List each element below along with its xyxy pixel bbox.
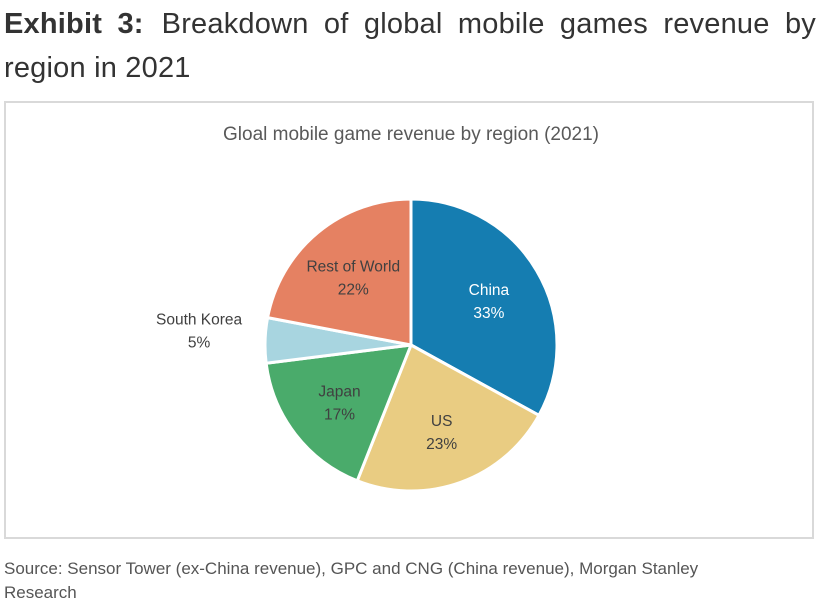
pie-label-china: China 33% (469, 282, 510, 322)
pie-slice-us (355, 343, 541, 493)
pie-labels: China 33% US 23% Japan 17% South Korea 5% Rest o… (156, 258, 510, 453)
source-note: Source: Sensor Tower (ex-China revenue),… (4, 559, 699, 602)
slice-category-label: Rest of World (306, 258, 400, 275)
pie-label-rest-of-world: Rest of World 22% (306, 258, 400, 298)
pie-slice-japan (264, 343, 413, 483)
slice-category-label: Japan (318, 383, 360, 400)
slice-category-label: China (469, 282, 510, 299)
pie-label-south-korea: South Korea 5% (156, 311, 243, 351)
slice-category-label: US (431, 413, 453, 430)
slice-category-label: South Korea (156, 311, 243, 328)
pie-slice-china (409, 197, 559, 417)
pie-label-japan: Japan 17% (318, 383, 360, 423)
slice-value-label: 33% (473, 305, 504, 322)
exhibit-title: Exhibit 3: Breakdown of global mobile gam… (4, 2, 816, 90)
slice-value-label: 17% (324, 406, 355, 423)
pie-chart: Gloal mobile game revenue by region (202… (156, 124, 599, 493)
chart-title: Gloal mobile game revenue by region (202… (223, 124, 599, 145)
pie-slice-rest-of-world (266, 197, 413, 347)
chart-frame: Gloal mobile game revenue by region (202… (4, 101, 814, 539)
slice-value-label: 22% (338, 281, 369, 298)
slice-value-label: 23% (426, 436, 457, 453)
pie-label-us: US 23% (426, 413, 457, 453)
slice-value-label: 5% (188, 334, 211, 351)
exhibit-label: Exhibit 3: (4, 8, 144, 40)
exhibit-title-text: Breakdown of global mobile games revenue… (4, 8, 816, 84)
pie-slices (263, 197, 559, 493)
